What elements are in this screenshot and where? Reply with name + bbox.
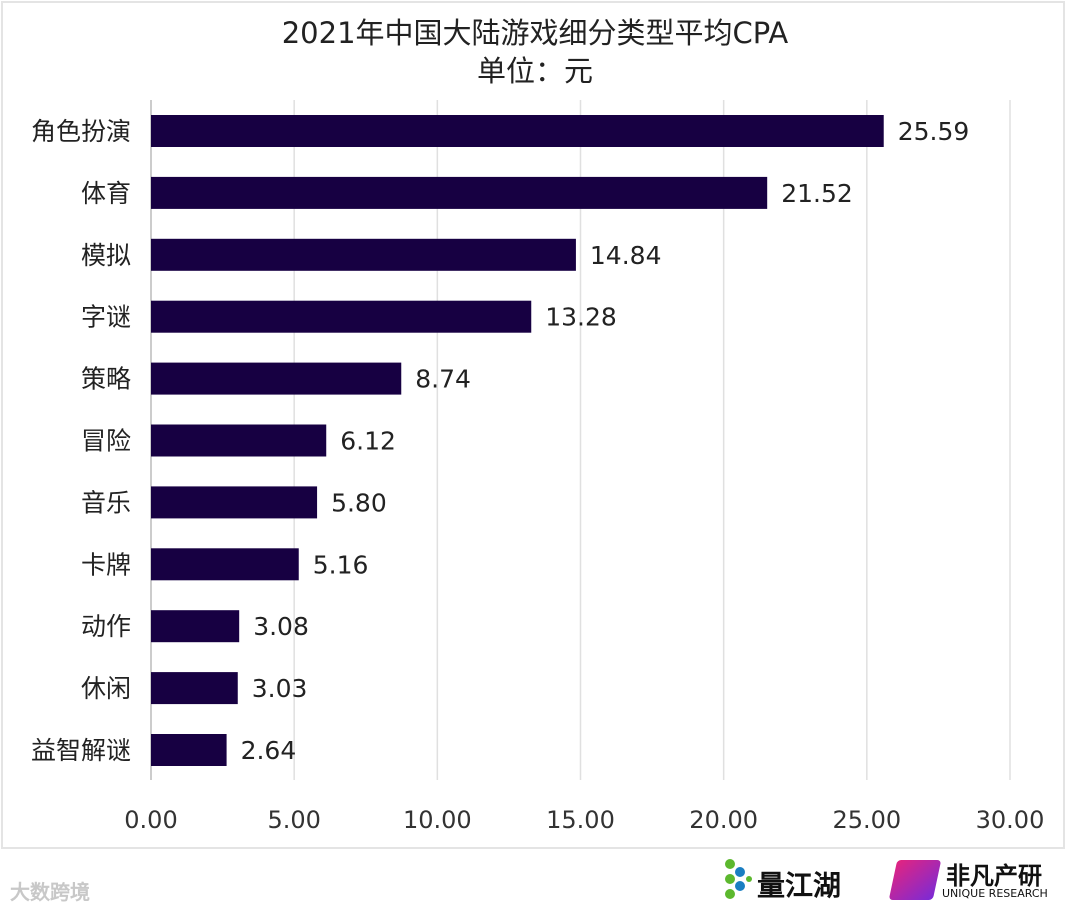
data-label: 8.74 <box>415 365 471 394</box>
data-label: 14.84 <box>590 241 662 270</box>
data-label: 2.64 <box>241 736 297 765</box>
bar <box>151 610 240 643</box>
data-label: 6.12 <box>340 427 396 456</box>
liangjianghu-logo-icon <box>722 858 752 900</box>
category-label: 卡牌 <box>81 550 131 579</box>
data-label: 3.03 <box>252 674 308 703</box>
category-label: 音乐 <box>81 488 131 517</box>
category-label: 模拟 <box>81 241 131 270</box>
category-label: 动作 <box>81 612 131 641</box>
x-tick-label: 5.00 <box>267 806 320 834</box>
x-tick-label: 0.00 <box>124 806 177 834</box>
bar <box>151 362 402 395</box>
x-tick-label: 30.00 <box>976 806 1045 834</box>
data-label: 13.28 <box>545 303 617 332</box>
category-label: 角色扮演 <box>31 117 131 146</box>
category-label: 冒险 <box>81 427 131 456</box>
data-label: 5.80 <box>331 488 387 517</box>
watermark: 大数跨境 <box>10 880 90 904</box>
bar <box>151 548 299 581</box>
bar <box>151 734 227 766</box>
bar <box>151 424 327 457</box>
data-label: 21.52 <box>781 179 853 208</box>
unique-research-logo: 非凡产研 <box>946 862 1042 890</box>
data-label: 5.16 <box>313 550 369 579</box>
category-label: 字谜 <box>81 303 131 332</box>
category-label: 体育 <box>81 179 131 208</box>
bar <box>151 672 238 705</box>
x-tick-label: 15.00 <box>546 806 615 834</box>
bar-chart: 0.00 5.00 10.00 15.00 20.00 25.00 30.00 角色扮演 25.… <box>31 100 1045 834</box>
unique-research-subtitle: UNIQUE RESEARCH <box>942 887 1048 900</box>
bar <box>151 115 884 147</box>
category-label: 休闲 <box>81 674 131 703</box>
x-tick-label: 25.00 <box>832 806 901 834</box>
category-label: 策略 <box>81 365 131 394</box>
bar <box>151 176 768 209</box>
chart-subtitle: 单位：元 <box>476 54 593 88</box>
bar <box>151 238 576 271</box>
chart-frame <box>1 1 1065 849</box>
chart-title-block: 2021年中国大陆游戏细分类型平均CPA 单位：元 <box>0 14 1070 90</box>
category-label: 益智解谜 <box>31 736 131 765</box>
chart-title: 2021年中国大陆游戏细分类型平均CPA <box>281 16 789 50</box>
data-label: 3.08 <box>253 612 309 641</box>
x-tick-label: 20.00 <box>689 806 758 834</box>
bar <box>151 486 318 519</box>
data-label: 25.59 <box>898 117 970 146</box>
unique-research-logo-icon <box>888 860 942 900</box>
bar <box>151 300 532 333</box>
liangjianghu-logo: 量江湖 <box>757 869 842 902</box>
x-tick-label: 10.00 <box>403 806 472 834</box>
